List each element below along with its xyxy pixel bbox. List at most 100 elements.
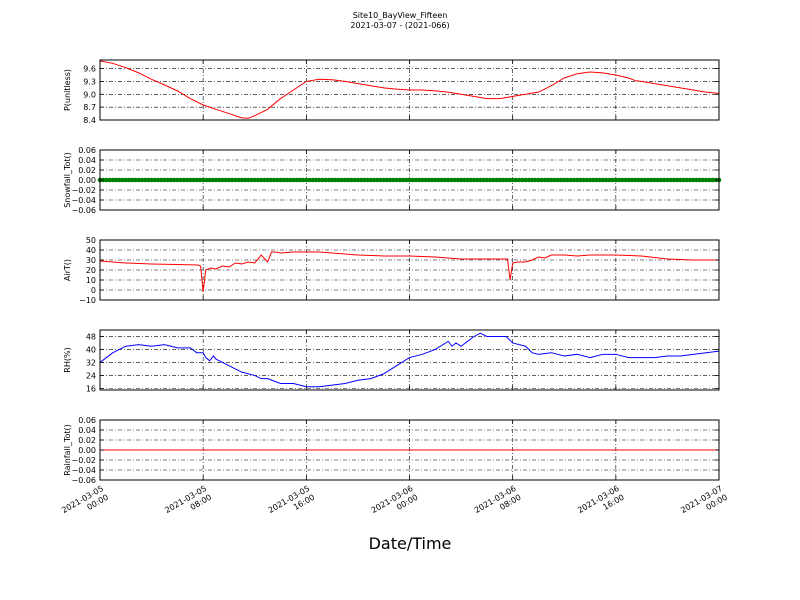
- data-point: [168, 177, 174, 183]
- data-point: [294, 177, 299, 183]
- data-point: [552, 177, 557, 183]
- data-point: [410, 177, 416, 183]
- data-point: [610, 177, 615, 183]
- data-point: [558, 177, 564, 183]
- data-point: [368, 177, 374, 183]
- data-point: [123, 177, 129, 183]
- data-point: [613, 177, 619, 183]
- data-point: [652, 177, 657, 183]
- data-point: [607, 177, 612, 183]
- data-point: [255, 177, 261, 183]
- data-point: [213, 177, 219, 183]
- data-point: [523, 177, 528, 183]
- data-point: [313, 177, 319, 183]
- data-point: [445, 177, 451, 183]
- y-tick-label: 8.7: [83, 103, 96, 112]
- data-point: [333, 177, 338, 183]
- data-point: [484, 177, 490, 183]
- y-tick-label: −0.02: [71, 186, 96, 195]
- data-point: [678, 177, 683, 183]
- data-point: [210, 177, 216, 183]
- data-point: [516, 177, 522, 183]
- data-point: [690, 177, 696, 183]
- data-point: [291, 177, 296, 183]
- data-point: [497, 177, 503, 183]
- chart-title: Site10_BayView_Fifteen: [352, 11, 448, 20]
- data-point: [258, 177, 264, 183]
- y-tick-label: 8.4: [83, 116, 96, 125]
- data-point: [407, 177, 412, 183]
- data-point: [571, 177, 577, 183]
- data-point: [465, 177, 470, 183]
- data-point: [458, 177, 464, 183]
- data-point: [520, 177, 525, 183]
- data-point: [658, 177, 664, 183]
- data-point: [462, 177, 467, 183]
- data-point: [413, 177, 419, 183]
- subplot-4: 16 24 32 40 48 RH(%): [63, 329, 720, 393]
- data-point: [152, 177, 158, 183]
- data-point: [536, 177, 541, 183]
- data-point: [532, 177, 538, 183]
- data-point: [468, 177, 474, 183]
- data-point: [568, 177, 573, 183]
- data-point: [703, 177, 709, 183]
- data-point: [510, 177, 515, 183]
- data-point: [275, 177, 280, 183]
- data-point: [204, 177, 209, 183]
- x-tick-label: 2021-03-0500:00: [60, 484, 110, 524]
- y-tick-label: 0.06: [78, 416, 96, 425]
- data-point: [304, 177, 309, 183]
- data-point: [623, 177, 628, 183]
- data-point: [694, 177, 699, 183]
- data-point: [365, 177, 370, 183]
- data-point: [687, 177, 693, 183]
- y-tick-label: 40: [86, 246, 96, 255]
- data-point: [639, 177, 644, 183]
- x-tick-label: 2021-03-0608:00: [473, 484, 523, 524]
- data-point: [287, 177, 293, 183]
- data-point: [478, 177, 483, 183]
- data-point: [397, 177, 403, 183]
- data-point: [281, 177, 287, 183]
- data-point: [171, 177, 177, 183]
- data-point: [120, 177, 125, 183]
- data-point: [671, 177, 677, 183]
- subplot-1: 8.4 8.7 9.0 9.3 9.6 P(unitless): [63, 59, 720, 125]
- data-point: [416, 177, 422, 183]
- subplot-5: −0.06−0.04−0.020.000.020.040.06 Rainfall_…: [63, 416, 720, 485]
- data-point: [175, 177, 180, 183]
- y-axis-label: Rainfall_Tot(): [63, 424, 72, 476]
- y-tick-label: 16: [86, 384, 96, 393]
- data-point: [107, 177, 112, 183]
- data-point: [284, 177, 290, 183]
- data-point: [400, 177, 406, 183]
- data-point: [126, 177, 132, 183]
- data-point: [178, 177, 183, 183]
- chart-subtitle: 2021-03-07 - (2021-066): [350, 21, 450, 30]
- data-point: [642, 177, 648, 183]
- data-point: [129, 177, 135, 183]
- data-point: [526, 177, 532, 183]
- data-point: [632, 177, 638, 183]
- data-point: [184, 177, 190, 183]
- y-axis-label: Snowfall_Tot(): [63, 152, 72, 208]
- data-point: [507, 177, 512, 183]
- data-point: [471, 177, 477, 183]
- data-point: [584, 177, 590, 183]
- data-point: [139, 177, 145, 183]
- data-point: [513, 177, 519, 183]
- y-tick-label: 0.02: [78, 436, 96, 445]
- data-point: [187, 177, 193, 183]
- data-point: [355, 177, 361, 183]
- data-point: [668, 177, 673, 183]
- data-point: [310, 177, 316, 183]
- y-axis-label: AirT(): [63, 259, 72, 281]
- data-point: [316, 177, 322, 183]
- data-point: [307, 177, 312, 183]
- y-tick-label: −0.06: [71, 206, 96, 215]
- data-point: [320, 177, 325, 183]
- data-point: [449, 177, 454, 183]
- data-point: [342, 177, 348, 183]
